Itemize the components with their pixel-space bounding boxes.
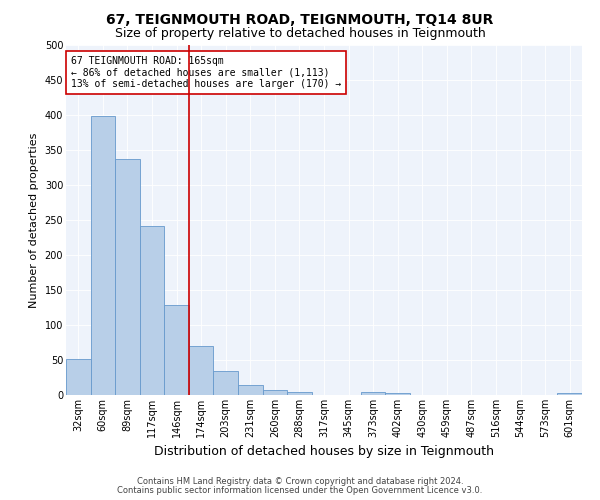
Bar	[287, 392, 312, 395]
Text: Contains public sector information licensed under the Open Government Licence v3: Contains public sector information licen…	[118, 486, 482, 495]
Bar	[140, 226, 164, 395]
Bar	[189, 346, 214, 395]
Bar	[263, 390, 287, 395]
Text: 67 TEIGNMOUTH ROAD: 165sqm
← 86% of detached houses are smaller (1,113)
13% of s: 67 TEIGNMOUTH ROAD: 165sqm ← 86% of deta…	[71, 56, 341, 88]
Bar	[557, 393, 582, 395]
Text: Contains HM Land Registry data © Crown copyright and database right 2024.: Contains HM Land Registry data © Crown c…	[137, 477, 463, 486]
X-axis label: Distribution of detached houses by size in Teignmouth: Distribution of detached houses by size …	[154, 446, 494, 458]
Y-axis label: Number of detached properties: Number of detached properties	[29, 132, 39, 308]
Text: Size of property relative to detached houses in Teignmouth: Size of property relative to detached ho…	[115, 28, 485, 40]
Bar	[238, 384, 263, 395]
Bar	[361, 392, 385, 395]
Bar	[66, 358, 91, 395]
Bar	[115, 159, 140, 395]
Bar	[91, 116, 115, 395]
Bar	[214, 370, 238, 395]
Bar	[164, 306, 189, 395]
Bar	[385, 393, 410, 395]
Text: 67, TEIGNMOUTH ROAD, TEIGNMOUTH, TQ14 8UR: 67, TEIGNMOUTH ROAD, TEIGNMOUTH, TQ14 8U…	[106, 12, 494, 26]
